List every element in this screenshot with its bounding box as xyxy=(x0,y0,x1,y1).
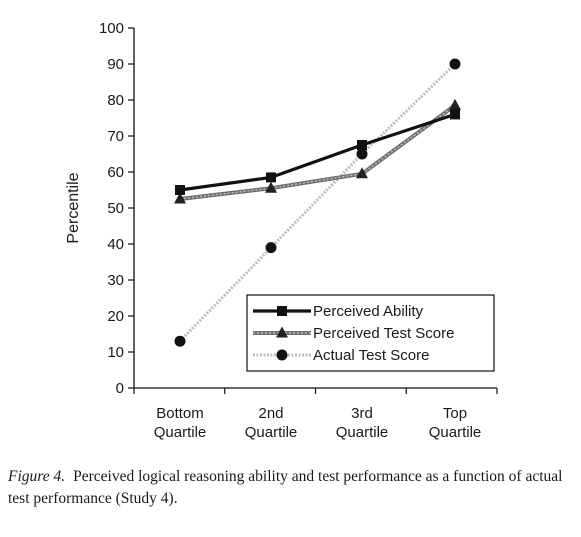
y-tick-label: 70 xyxy=(107,128,124,145)
data-point-perceived-test-score xyxy=(174,192,186,204)
series-perceived-ability xyxy=(175,109,460,195)
figure-label: Figure 4. xyxy=(8,468,66,485)
x-tick-label: Top Quartile xyxy=(429,405,482,441)
y-tick-label: 90 xyxy=(107,56,124,73)
y-tick-label: 60 xyxy=(107,164,124,181)
y-tick-label: 50 xyxy=(107,200,124,217)
y-tick-label: 80 xyxy=(107,92,124,109)
figure-caption: Figure 4. Perceived logical reasoning abi… xyxy=(8,466,568,510)
data-point-actual-test-score xyxy=(356,148,368,160)
data-point-perceived-test-score xyxy=(265,181,277,193)
data-point-actual-test-score xyxy=(265,242,277,254)
legend-marker-perceived-ability xyxy=(277,306,287,316)
legend-marker-perceived-test-score xyxy=(276,326,288,338)
y-tick-label: 40 xyxy=(107,236,124,253)
legend-item-perceived-ability: Perceived Ability xyxy=(253,303,424,320)
series-layer xyxy=(174,58,461,347)
y-tick-label: 10 xyxy=(107,344,124,361)
x-tick-label: 2nd Quartile xyxy=(245,405,298,441)
series-line-perceived-test-score-texture xyxy=(179,104,456,200)
x-tick-label: Bottom Quartile xyxy=(154,405,207,441)
series-line-perceived-ability xyxy=(179,112,456,192)
y-tick-label: 20 xyxy=(107,308,124,325)
legend-marker-actual-test-score xyxy=(276,349,288,361)
data-point-perceived-ability xyxy=(450,109,460,120)
series-actual-test-score xyxy=(174,58,461,347)
chart: 0 10 20 30 40 50 60 70 80 90 100 Bottom Quartile 2nd Q… xyxy=(65,20,498,441)
caption-text: Perceived logical reasoning ability and … xyxy=(8,468,563,507)
axes: 0 10 20 30 40 50 60 70 80 90 100 Bottom Quartile 2nd Q… xyxy=(65,20,498,441)
y-tick-label: 100 xyxy=(99,20,124,37)
y-axis-title: Percentile xyxy=(65,172,82,243)
legend-item-perceived-test-score: Perceived Test Score xyxy=(253,325,454,342)
data-point-perceived-ability xyxy=(266,172,276,183)
data-point-perceived-test-score xyxy=(356,167,368,179)
data-point-perceived-ability xyxy=(175,185,185,195)
data-point-actual-test-score xyxy=(174,335,186,347)
x-tick-label: 3rd Quartile xyxy=(336,405,389,441)
legend: Perceived Ability Perceived Test Score Act… xyxy=(246,294,495,372)
y-tick-label: 30 xyxy=(107,272,124,289)
legend-label-perceived-test-score: Perceived Test Score xyxy=(313,325,454,342)
series-perceived-test-score xyxy=(174,98,461,204)
data-point-actual-test-score xyxy=(449,58,461,70)
series-line-actual-test-score xyxy=(178,62,457,343)
y-tick-label: 0 xyxy=(116,380,124,397)
legend-label-actual-test-score: Actual Test Score xyxy=(313,347,429,364)
data-point-perceived-test-score xyxy=(449,98,461,110)
legend-item-actual-test-score: Actual Test Score xyxy=(253,347,429,364)
data-point-perceived-ability xyxy=(357,140,367,150)
legend-label-perceived-ability: Perceived Ability xyxy=(313,303,424,320)
